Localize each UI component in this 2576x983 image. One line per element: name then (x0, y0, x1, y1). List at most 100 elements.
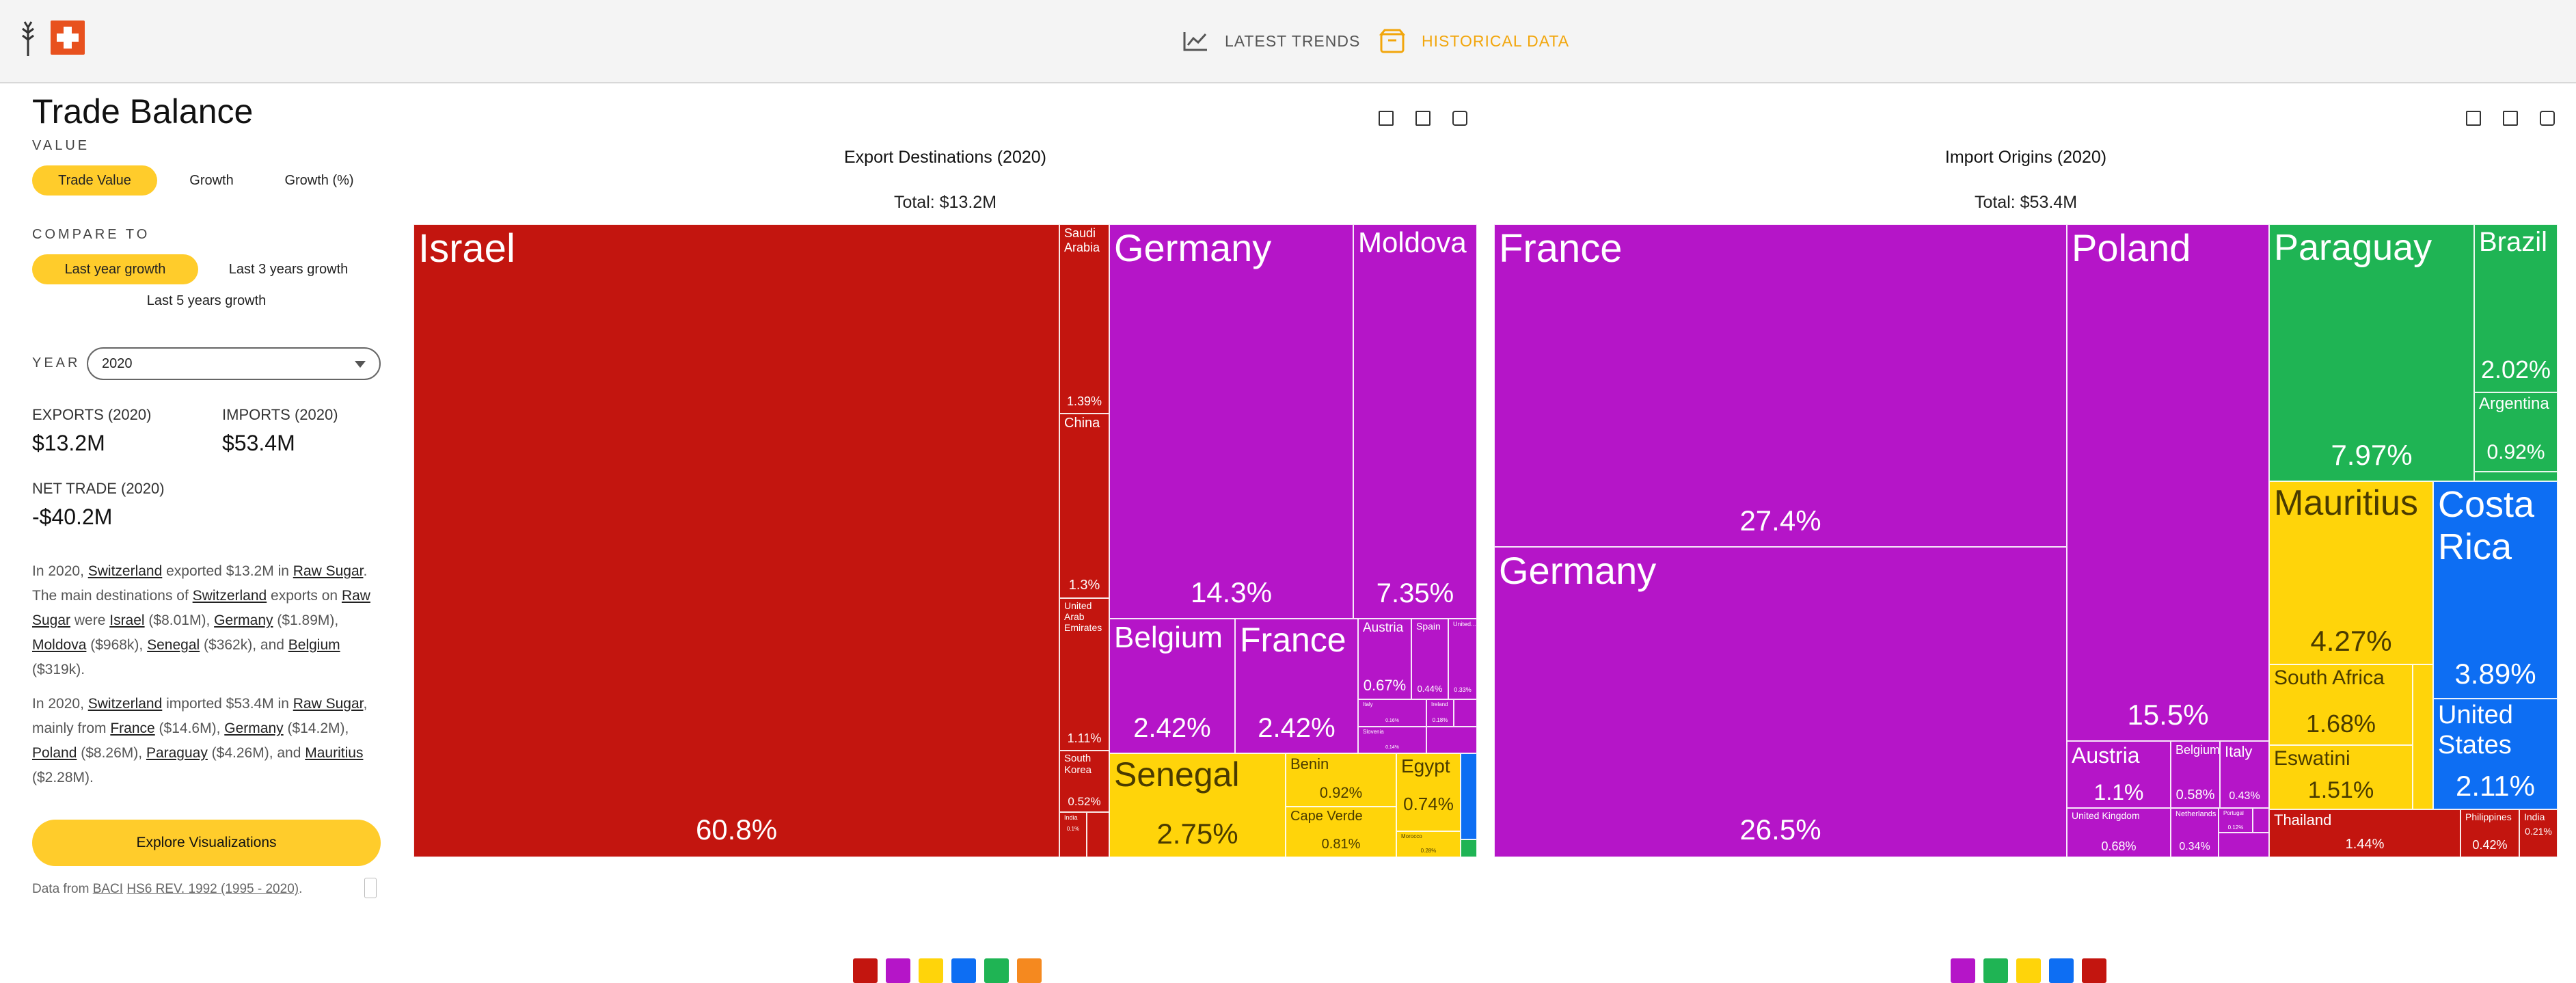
image-icon[interactable] (1415, 111, 1431, 126)
treemap-cell-brazil[interactable]: Brazil 2.02% (2474, 224, 2558, 392)
nav-latest-trends[interactable]: LATEST TRENDS (1182, 26, 1360, 56)
baci-link[interactable]: BACI (92, 882, 124, 896)
africa-legend-icon[interactable] (919, 958, 943, 983)
product-link[interactable]: Raw Sugar (293, 696, 364, 712)
moldova-link[interactable]: Moldova (32, 637, 87, 653)
product-link[interactable]: Raw Sugar (293, 563, 364, 579)
europe-legend-icon[interactable] (886, 958, 910, 983)
france-link[interactable]: France (110, 721, 155, 736)
exports-summary: In 2020, Switzerland exported $13.2M in … (32, 563, 370, 677)
nav-historical-data[interactable]: HISTORICAL DATA (1379, 26, 1569, 56)
explore-visualizations-button[interactable]: Explore Visualizations (32, 820, 381, 866)
last-5-years-toggle[interactable]: Last 5 years growth (146, 293, 267, 308)
treemap-cell-small-europe[interactable] (2253, 808, 2269, 833)
treemap-cell-mauritius[interactable]: Mauritius 4.27% (2269, 481, 2433, 664)
senegal-link[interactable]: Senegal (147, 637, 200, 653)
table-icon[interactable] (2466, 111, 2481, 126)
germany-link[interactable]: Germany (214, 612, 273, 628)
treemap-cell-benin[interactable]: Benin 0.92% (1286, 753, 1396, 807)
last-year-growth-toggle[interactable]: Last year growth (32, 254, 198, 284)
country-link[interactable]: Switzerland (87, 696, 163, 712)
growth-percent-toggle[interactable]: Growth (%) (284, 172, 354, 188)
treemap-cell-israel[interactable]: Israel 60.8% (413, 224, 1059, 857)
treemap-cell-belgium[interactable]: Belgium 2.42% (1109, 619, 1235, 753)
treemap-cell-south-korea[interactable]: South Korea 0.52% (1059, 751, 1109, 812)
poland-link[interactable]: Poland (32, 745, 77, 761)
last-3-years-toggle[interactable]: Last 3 years growth (228, 261, 349, 277)
treemap-cell-egypt[interactable]: Egypt 0.74% (1396, 753, 1461, 831)
treemap-cell-italy[interactable]: Italy 0.43% (2220, 741, 2269, 808)
image-icon[interactable] (2503, 111, 2518, 126)
treemap-cell-austria[interactable]: Austria 1.1% (2067, 741, 2171, 808)
treemap-cell-netherlands[interactable]: Netherlands 0.34% (2171, 808, 2219, 857)
treemap-cell-small-south-america[interactable] (2474, 472, 2558, 481)
mauritius-link[interactable]: Mauritius (305, 745, 364, 761)
south-america-legend-icon[interactable] (1983, 958, 2008, 983)
treemap-cell-slovenia[interactable]: Slovenia 0.14% (1358, 727, 1426, 753)
hs-revision-link[interactable]: HS6 REV. 1992 (1995 - 2020) (126, 882, 299, 896)
treemap-cell-united-states[interactable]: United States 2.11% (2433, 699, 2558, 809)
treemap-cell-south-africa[interactable]: South Africa 1.68% (2269, 664, 2413, 745)
treemap-cell-united-kingdom[interactable]: United Kingdom 0.68% (2067, 808, 2171, 857)
treemap-cell-poland[interactable]: Poland 15.5% (2067, 224, 2269, 741)
treemap-cell-moldova[interactable]: Moldova 7.35% (1353, 224, 1477, 619)
europe-legend-icon[interactable] (1951, 958, 1975, 983)
north-america-legend-icon[interactable] (2049, 958, 2074, 983)
treemap-cell-north-america[interactable] (1461, 753, 1477, 839)
year-select[interactable]: 2020 (87, 347, 381, 380)
north-america-legend-icon[interactable] (951, 958, 976, 983)
treemap-cell-paraguay[interactable]: Paraguay 7.97% (2269, 224, 2474, 481)
exports-label: EXPORTS (2020) (32, 406, 152, 423)
treemap-cell-cape-verde[interactable]: Cape Verde 0.81% (1286, 807, 1396, 857)
treemap-cell-germany[interactable]: Germany 14.3% (1109, 224, 1353, 619)
treemap-cell-china[interactable]: China 1.3% (1059, 414, 1109, 598)
treemap-cell-india[interactable]: India 0.21% (2519, 809, 2558, 857)
external-link-icon[interactable] (2540, 111, 2555, 126)
treemap-cell-other-asia[interactable] (1087, 812, 1109, 857)
country-link[interactable]: Switzerland (192, 588, 267, 604)
treemap-cell-india[interactable]: India 0.1% (1059, 812, 1087, 857)
treemap-cell-austria[interactable]: Austria 0.67% (1358, 619, 1411, 699)
paraguay-link[interactable]: Paraguay (146, 745, 208, 761)
israel-link[interactable]: Israel (109, 612, 145, 628)
africa-legend-icon[interactable] (2016, 958, 2041, 983)
treemap-cell-ireland[interactable]: Ireland 0.18% (1426, 699, 1454, 727)
treemap-cell-uae[interactable]: United Arab Emirates 1.11% (1059, 598, 1109, 751)
treemap-cell-spain[interactable]: Spain 0.44% (1411, 619, 1448, 699)
trade-value-toggle[interactable]: Trade Value (32, 165, 157, 196)
treemap-cell-portugal[interactable]: Portugal 0.12% (2219, 808, 2253, 833)
wheat-logo-icon[interactable] (18, 19, 38, 56)
oceania-legend-icon[interactable] (1017, 958, 1042, 983)
treemap-cell-saudi-arabia[interactable]: Saudi Arabia 1.39% (1059, 224, 1109, 414)
treemap-cell-small-africa[interactable] (2413, 664, 2433, 809)
treemap-cell-philippines[interactable]: Philippines 0.42% (2460, 809, 2519, 857)
scroll-arrows-icon[interactable] (364, 878, 377, 898)
treemap-cell-small-europe-2[interactable] (1426, 727, 1477, 753)
germany-link[interactable]: Germany (224, 721, 284, 736)
treemap-cell-senegal[interactable]: Senegal 2.75% (1109, 753, 1286, 857)
table-icon[interactable] (1379, 111, 1394, 126)
treemap-cell-italy[interactable]: Italy 0.16% (1358, 699, 1426, 727)
treemap-cell-small-europe-2[interactable] (2219, 833, 2269, 857)
treemap-cell-eswatini[interactable]: Eswatini 1.51% (2269, 745, 2413, 809)
south-america-legend-icon[interactable] (984, 958, 1009, 983)
growth-toggle[interactable]: Growth (189, 172, 234, 188)
treemap-cell-united[interactable]: United... 0.33% (1448, 619, 1477, 699)
treemap-cell-costa-rica[interactable]: Costa Rica 3.89% (2433, 481, 2558, 699)
asia-legend-icon[interactable] (2082, 958, 2106, 983)
treemap-cell-thailand[interactable]: Thailand 1.44% (2269, 809, 2460, 857)
treemap-cell-morocco[interactable]: Morocco 0.28% (1396, 831, 1461, 857)
country-link[interactable]: Switzerland (87, 563, 163, 579)
treemap-cell-argentina[interactable]: Argentina 0.92% (2474, 392, 2558, 472)
asia-legend-icon[interactable] (853, 958, 878, 983)
treemap-cell-france[interactable]: France 2.42% (1235, 619, 1358, 753)
treemap-cell-germany[interactable]: Germany 26.5% (1494, 547, 2067, 857)
treemap-cell-small-europe[interactable] (1454, 699, 1477, 727)
belgium-link[interactable]: Belgium (288, 637, 340, 653)
product-link[interactable]: Raw Sugar (32, 588, 370, 628)
treemap-cell-south-america[interactable] (1461, 839, 1477, 857)
treemap-cell-france[interactable]: France 27.4% (1494, 224, 2067, 547)
treemap-cell-belgium[interactable]: Belgium 0.58% (2171, 741, 2220, 808)
external-link-icon[interactable] (1452, 111, 1467, 126)
switzerland-flag-icon[interactable] (51, 21, 85, 55)
